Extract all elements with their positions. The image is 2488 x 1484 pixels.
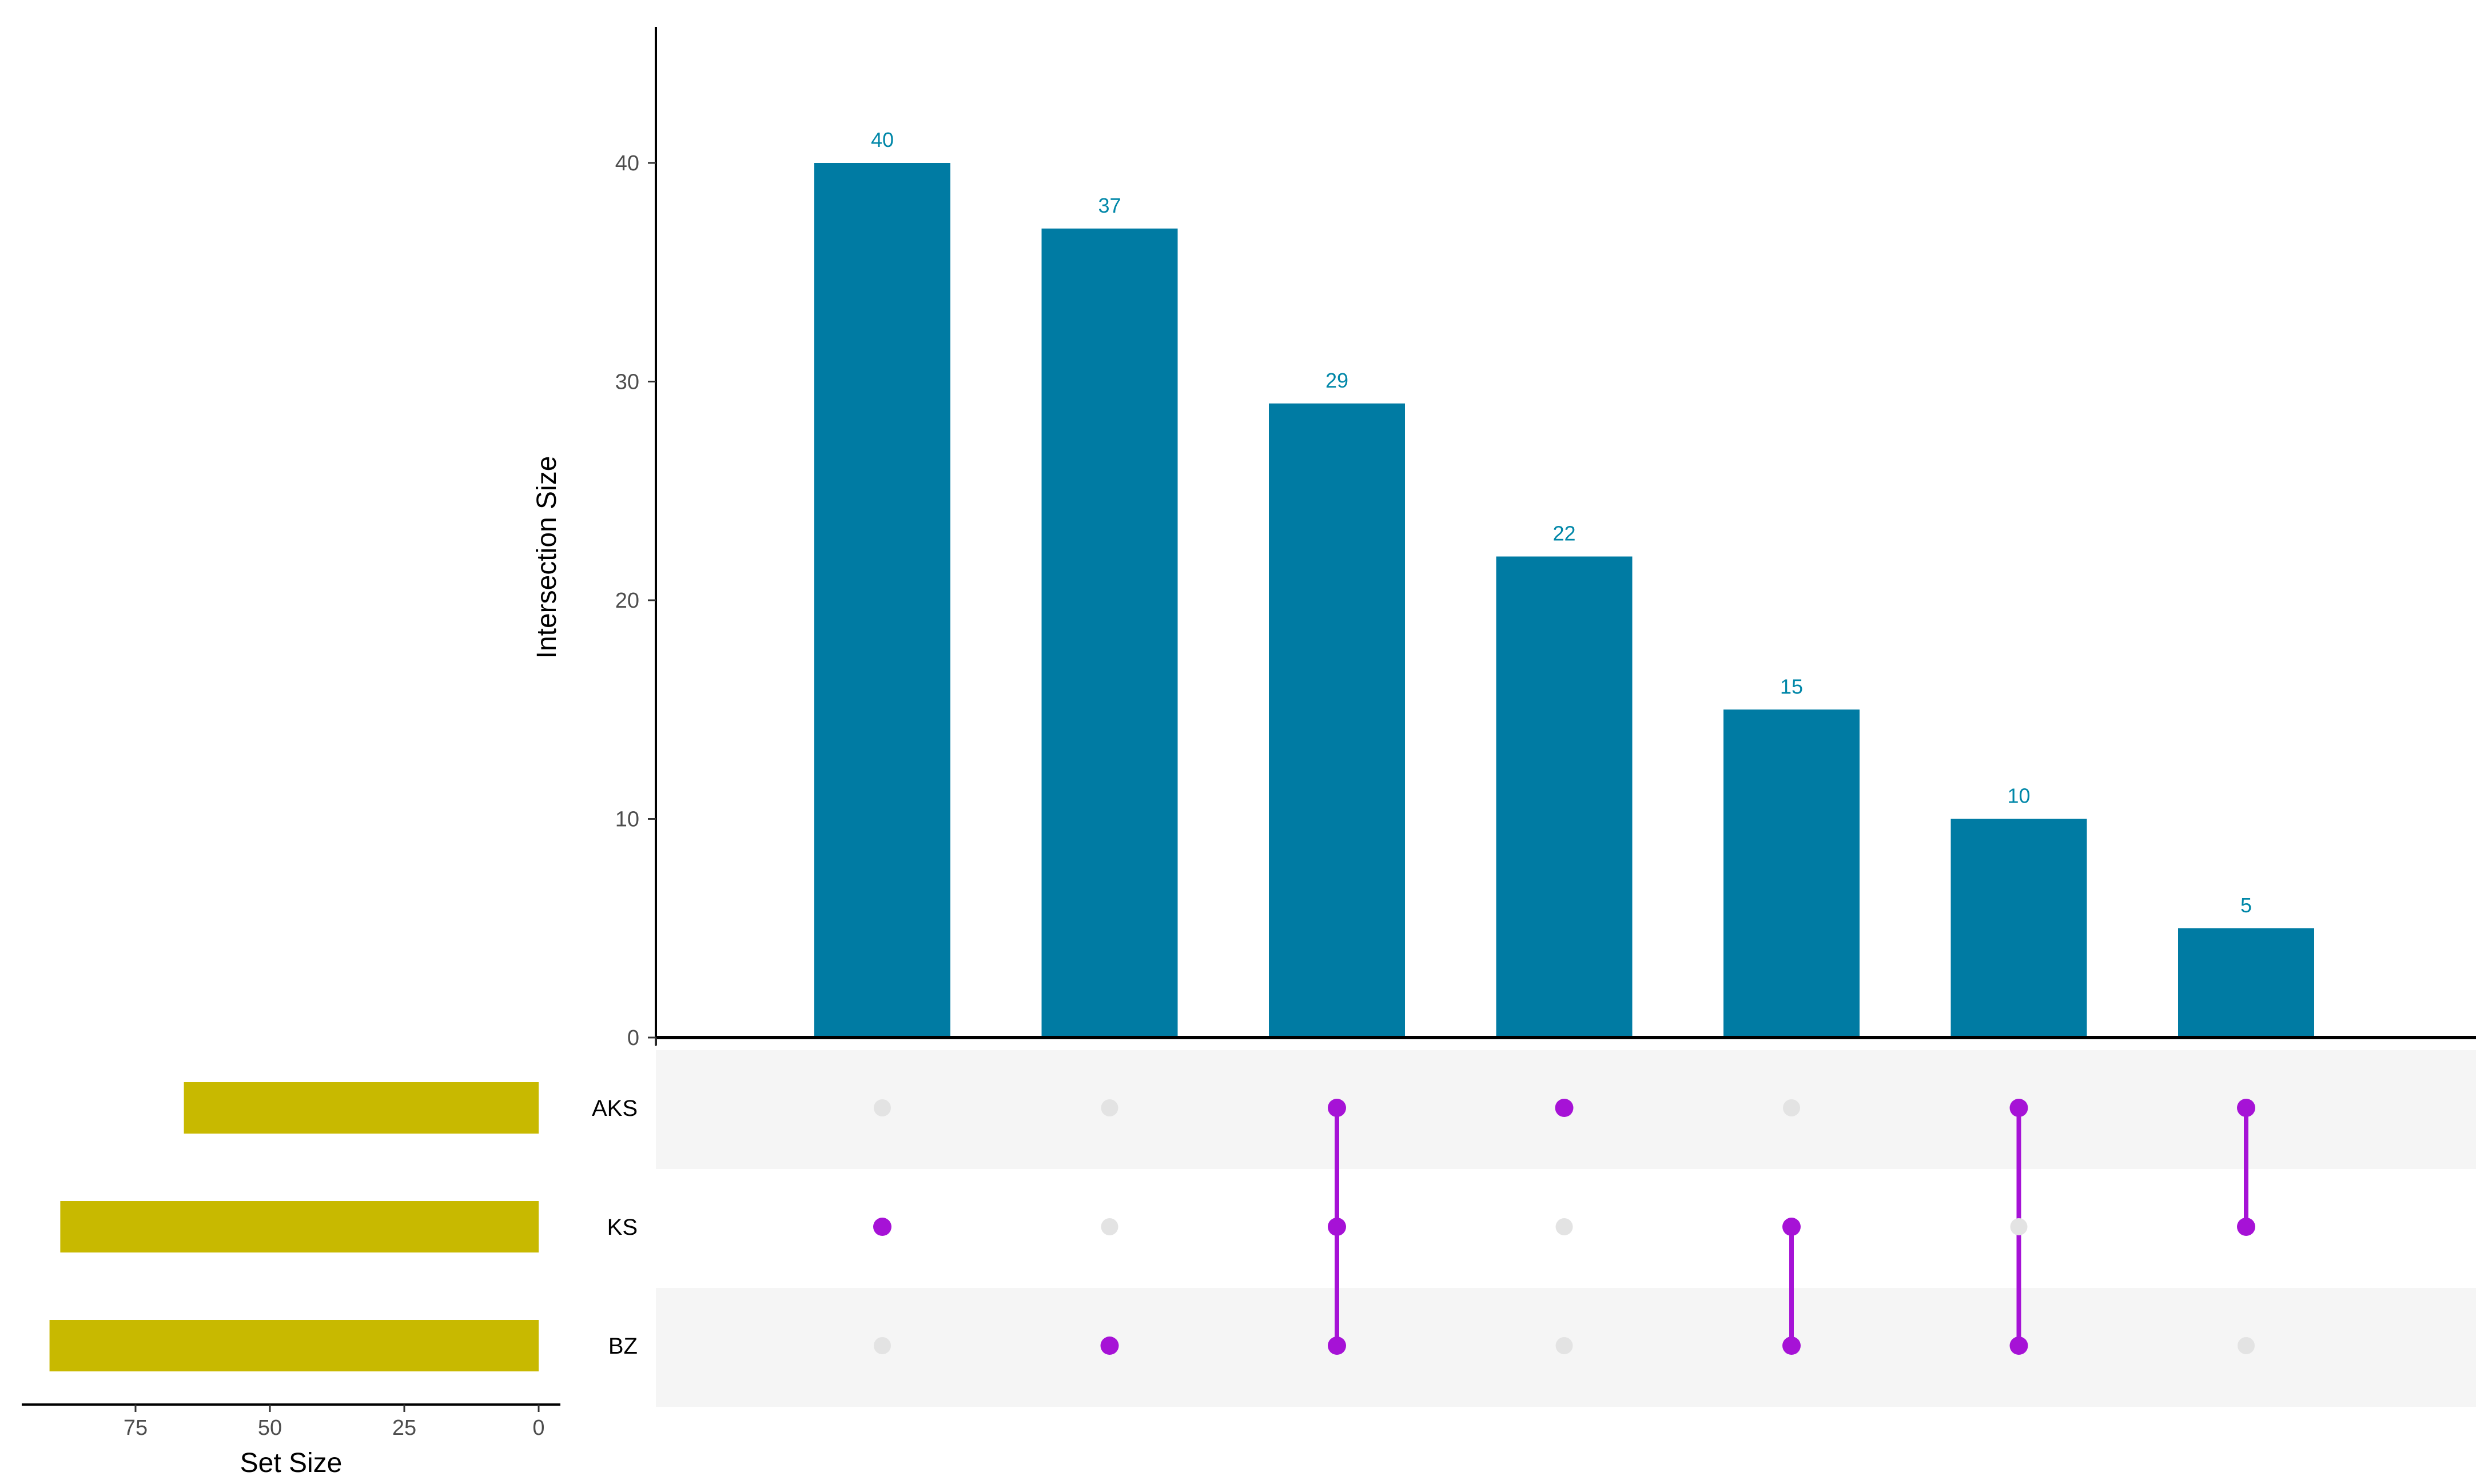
intersection-bar-value: 29 [1325, 369, 1348, 392]
intersection-bar [1269, 403, 1405, 1038]
intersection-bar-value: 40 [871, 128, 894, 151]
membership-dot-active [1328, 1099, 1346, 1117]
membership-dot-active [1100, 1337, 1119, 1355]
intersection-bar-value: 37 [1098, 194, 1121, 217]
set-size-tick-label: 0 [532, 1416, 544, 1440]
intersection-bar-labels: 40 37 29 22 15 10 5 [871, 128, 2252, 917]
membership-dot-inactive [1101, 1218, 1118, 1235]
membership-dot-active [1782, 1337, 1801, 1355]
intersection-bar-value: 5 [2240, 893, 2252, 917]
membership-dot-active [1328, 1218, 1346, 1236]
set-size-ticks: 75 50 25 0 [124, 1405, 545, 1440]
intersection-bar [2178, 928, 2314, 1038]
set-size-tick-label: 75 [124, 1416, 148, 1440]
set-labels: AKS KS BZ [592, 1096, 638, 1359]
membership-dot-inactive [1555, 1218, 1573, 1235]
membership-dot-active [2237, 1099, 2255, 1117]
membership-dot-active [1555, 1099, 1574, 1117]
set-size-bar [184, 1082, 539, 1134]
intersection-bar [1723, 709, 1860, 1038]
set-size-bar [60, 1201, 539, 1252]
set-label-ks: KS [607, 1215, 638, 1240]
intersection-bar [1950, 819, 2087, 1038]
intersection-bar-value: 22 [1552, 522, 1575, 545]
y-tick-label: 10 [615, 808, 639, 832]
membership-dot-active [2009, 1099, 2028, 1117]
membership-dot-active [1328, 1337, 1346, 1355]
y-tick-label: 0 [627, 1026, 639, 1050]
set-size-tick-label: 50 [258, 1416, 282, 1440]
set-label-aks: AKS [592, 1096, 638, 1121]
membership-dot-inactive [2010, 1218, 2028, 1235]
intersection-bar [814, 163, 950, 1038]
intersection-y-axis [655, 27, 2476, 1045]
membership-dot-active [873, 1218, 891, 1236]
y-ticks: 0 10 20 30 40 [615, 151, 657, 1050]
membership-dot-inactive [874, 1099, 891, 1116]
membership-dot-inactive [1555, 1337, 1573, 1354]
intersection-bars [814, 163, 2314, 1038]
intersection-bar [1041, 228, 1178, 1038]
membership-dot-inactive [2238, 1337, 2255, 1354]
set-label-bz: BZ [608, 1334, 638, 1359]
set-size-axis-title: Set Size [240, 1448, 343, 1478]
membership-dot-inactive [1783, 1099, 1800, 1116]
set-size-bars [49, 1082, 539, 1371]
intersection-bar [1496, 556, 1633, 1038]
set-size-tick-label: 25 [392, 1416, 416, 1440]
y-tick-label: 30 [615, 370, 639, 394]
membership-dot-inactive [874, 1337, 891, 1354]
membership-matrix [873, 1099, 2255, 1355]
intersection-bar-value: 15 [1780, 675, 1803, 698]
membership-dot-active [2009, 1337, 2028, 1355]
membership-dot-active [1782, 1218, 1801, 1236]
membership-dot-inactive [1101, 1099, 1118, 1116]
intersection-bar-value: 10 [2007, 784, 2030, 808]
membership-dot-active [2237, 1218, 2255, 1236]
y-axis-title: Intersection Size [532, 456, 562, 659]
set-size-bar [49, 1320, 539, 1371]
y-tick-label: 20 [615, 589, 639, 613]
y-tick-label: 40 [615, 151, 639, 175]
